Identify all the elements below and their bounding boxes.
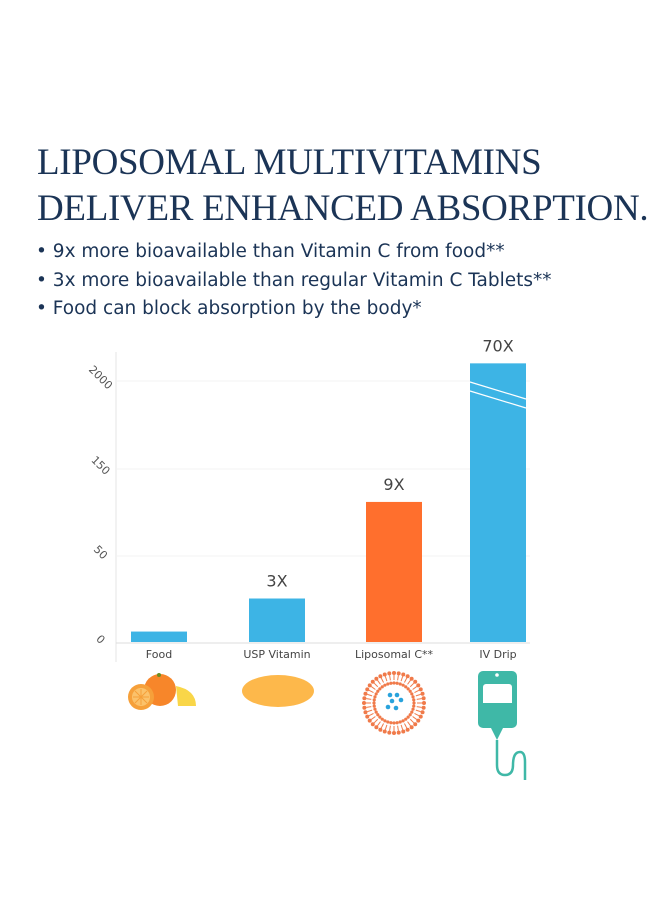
bar — [366, 501, 422, 642]
title-line-1: LIPOSOMAL MULTIVITAMINS — [37, 142, 542, 183]
x-tick-label: Food — [146, 648, 172, 661]
liposome-icon — [362, 671, 426, 735]
benefit-item: 3x more bioavailable than regular Vitami… — [36, 267, 552, 296]
axis-break-mark — [469, 381, 527, 400]
axis-break-mark — [469, 390, 527, 409]
data-label: 70X — [482, 336, 513, 355]
iv-bag-icon — [478, 671, 527, 780]
title-line-2: DELIVER ENHANCED ABSORPTION. — [37, 188, 649, 229]
benefit-item: Food can block absorption by the body* — [36, 295, 552, 324]
data-label: 9X — [383, 475, 404, 494]
page-title: LIPOSOMAL MULTIVITAMINS DELIVER ENHANCED… — [37, 140, 649, 232]
bar — [131, 631, 187, 642]
bar — [249, 598, 305, 642]
benefit-list: 9x more bioavailable than Vitamin C from… — [36, 238, 552, 324]
benefit-item: 9x more bioavailable than Vitamin C from… — [36, 238, 552, 267]
x-tick-label: USP Vitamin — [243, 648, 310, 661]
orange-fruit-icon — [128, 673, 196, 710]
data-label: 3X — [266, 572, 287, 591]
tablet-icon — [242, 675, 314, 707]
bar — [470, 363, 526, 642]
x-tick-label: IV Drip — [479, 648, 516, 661]
x-tick-label: Liposomal C** — [355, 648, 434, 661]
